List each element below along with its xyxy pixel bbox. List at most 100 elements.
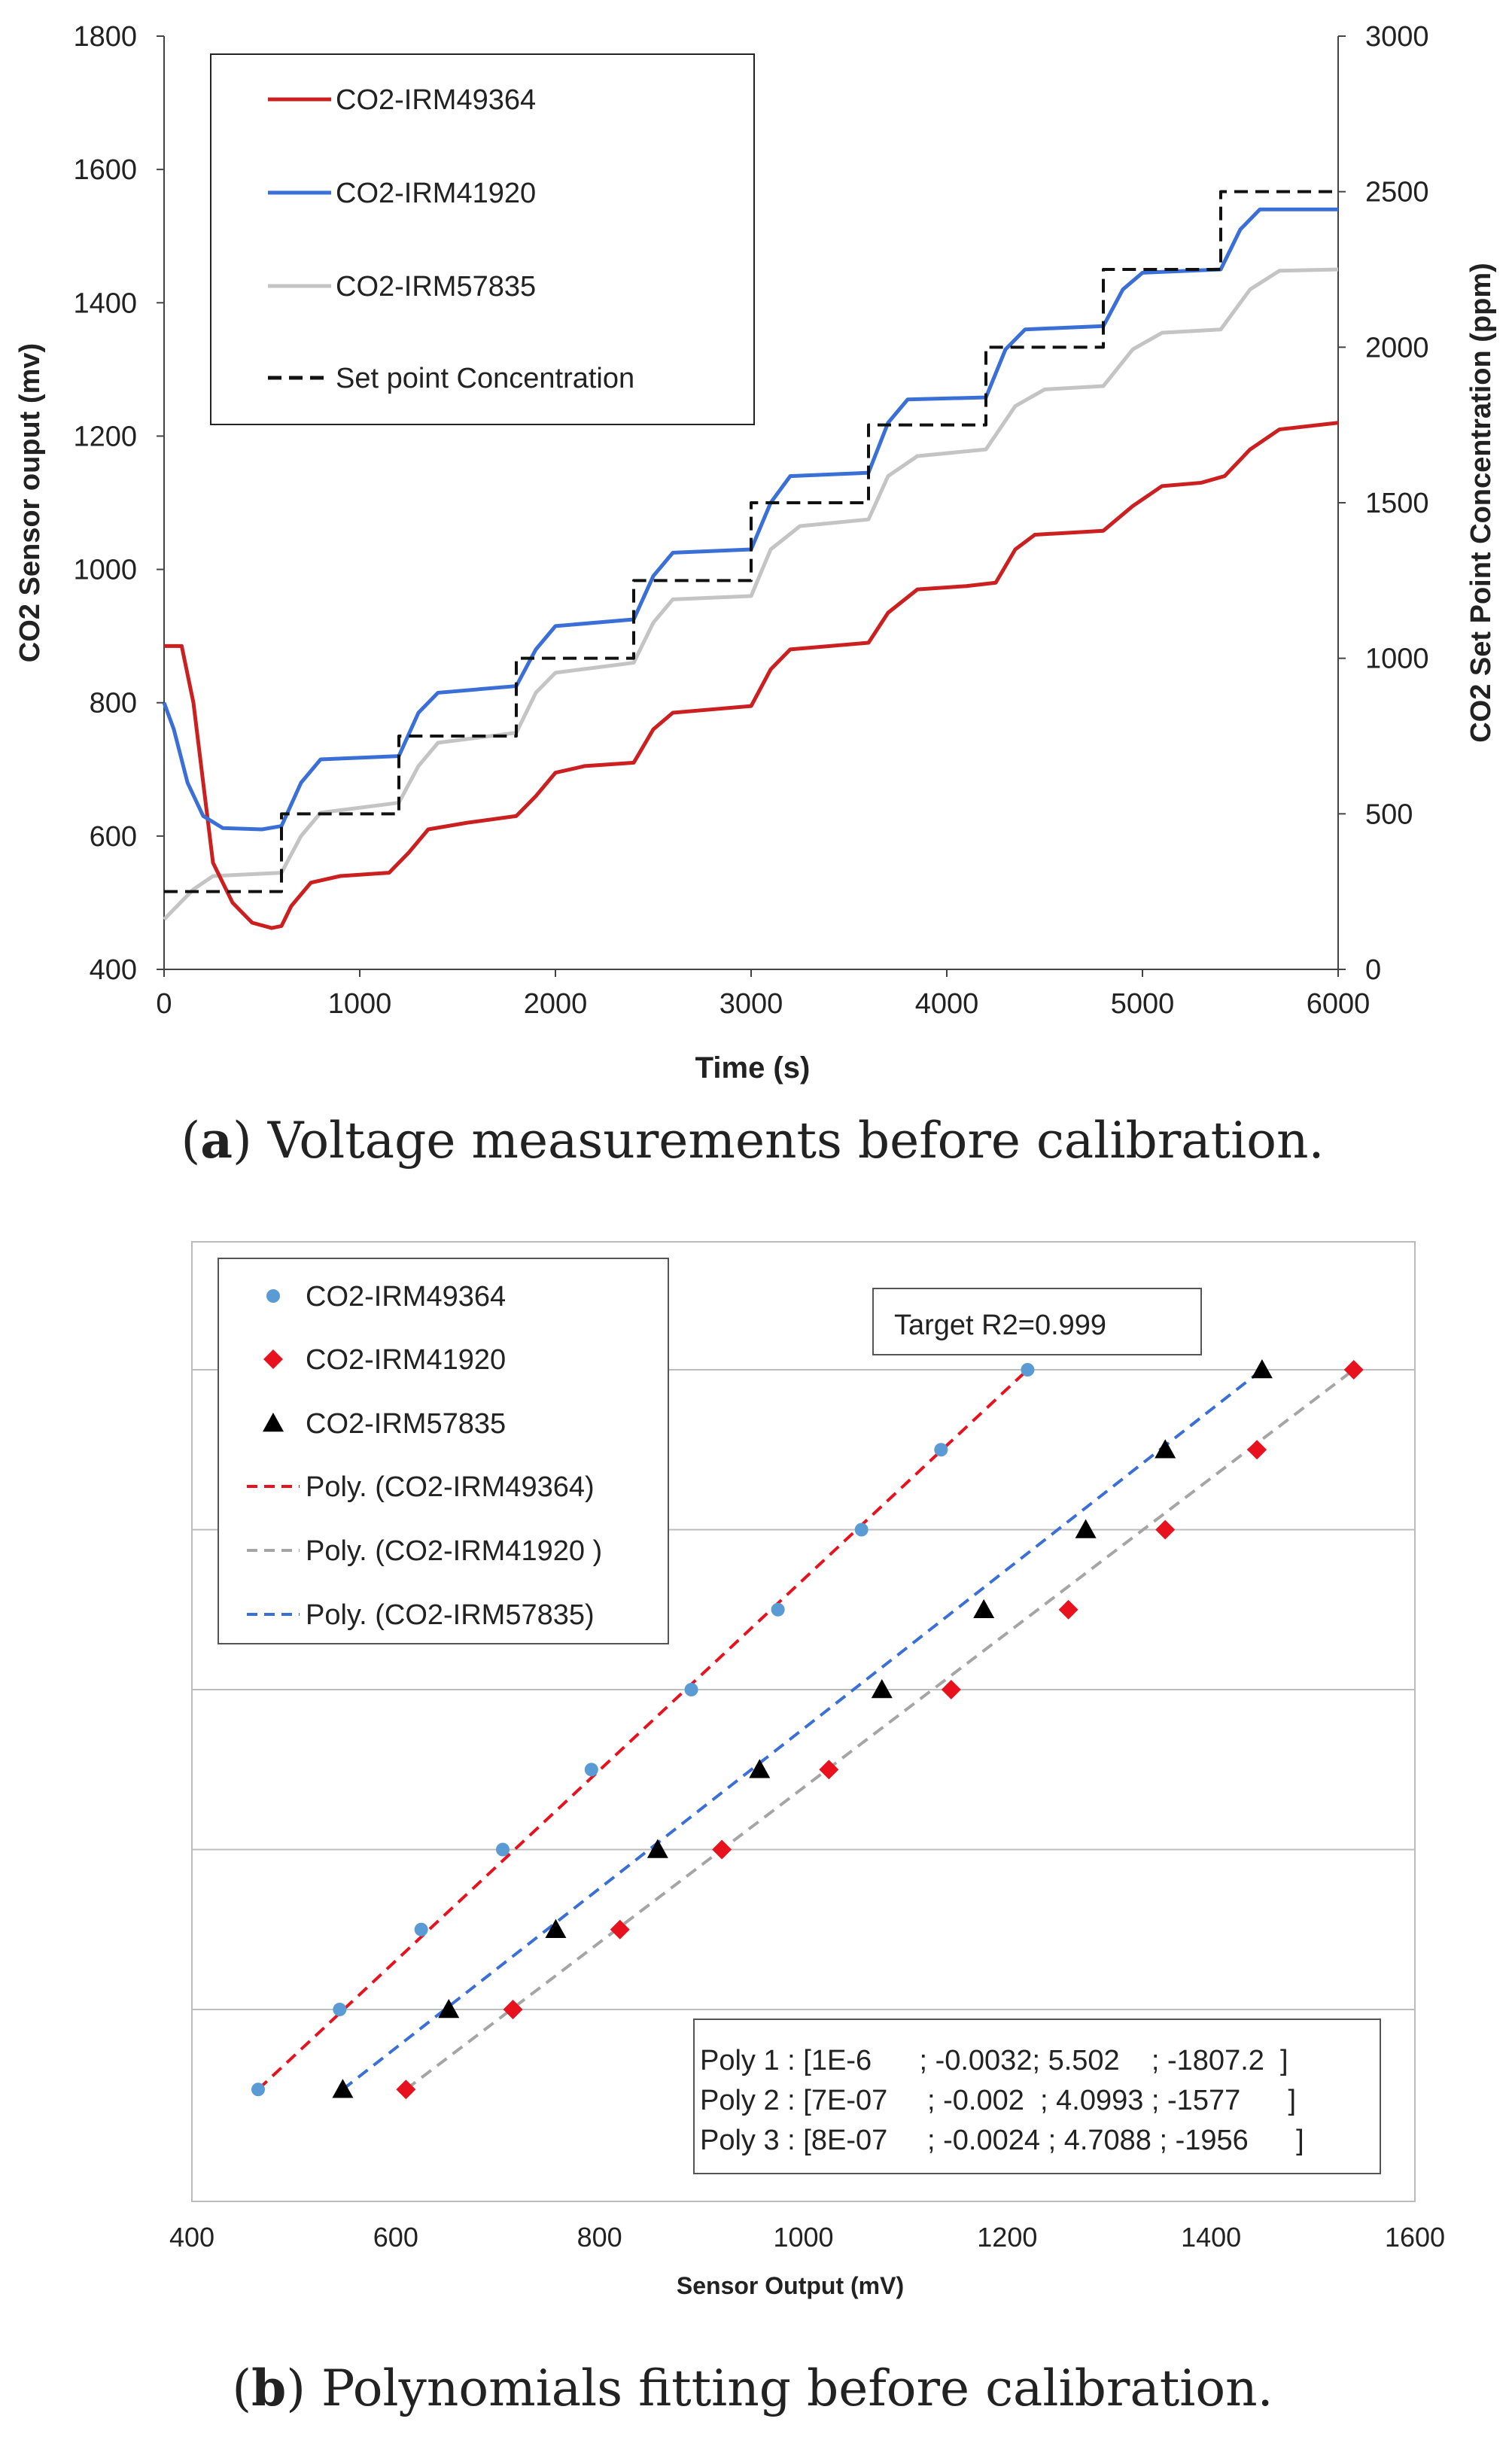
y-tick-label-a: 1800 xyxy=(73,21,137,53)
x-tick-label-a: 3000 xyxy=(719,988,783,1020)
x-tick-label-a: 1000 xyxy=(328,988,392,1020)
axes-a: 0 1000 2000 3000 4000 5000 6000400600800100012… xyxy=(73,21,1428,1020)
marker-co2-irm41920 xyxy=(712,1839,732,1860)
y2-tick-label-a: 2500 xyxy=(1365,177,1429,208)
legend-label-b-2: CO2-IRM57835 xyxy=(306,1408,506,1440)
marker-co2-irm57835 xyxy=(1155,1439,1176,1459)
y-tick-label-a: 800 xyxy=(90,688,137,720)
target-r2-box xyxy=(872,1288,1202,1355)
x-tick-label-a: 4000 xyxy=(915,988,979,1020)
marker-co2-irm49364 xyxy=(251,2082,266,2097)
y-tick-label-a: 1200 xyxy=(73,421,137,452)
marker-co2-irm49364 xyxy=(854,1523,869,1537)
marker-co2-irm57835 xyxy=(871,1679,893,1699)
panel-a-voltage-chart: 0 1000 2000 3000 4000 5000 6000400600800100012… xyxy=(14,21,1497,1170)
target-r2-label: Target R2=0.999 xyxy=(894,1310,1106,1341)
marker-co2-irm49364 xyxy=(584,1763,598,1777)
x-axis-label-b: Sensor Output (mV) xyxy=(677,2272,904,2299)
fit-lines-b xyxy=(257,1368,1355,2091)
legend-label-b-0: CO2-IRM49364 xyxy=(306,1281,506,1313)
marker-co2-irm57835 xyxy=(973,1599,995,1618)
legend-label-a-0: CO2-IRM49364 xyxy=(336,84,536,116)
marker-co2-irm41920 xyxy=(503,2000,523,2019)
marker-co2-irm41920 xyxy=(819,1760,839,1780)
marker-co2-irm57835 xyxy=(332,2079,354,2098)
x-tick-label-b: 1600 xyxy=(1385,2222,1445,2253)
series-line-co2-irm57835 xyxy=(163,267,1339,921)
marker-co2-irm49364 xyxy=(684,1683,698,1696)
marker-co2-irm41920 xyxy=(1155,1520,1176,1540)
legend-label-b-5: Poly. (CO2-IRM57835) xyxy=(306,1599,595,1631)
x-tick-label-a: 5000 xyxy=(1111,988,1175,1020)
x-tick-label-a: 6000 xyxy=(1307,988,1371,1020)
marker-co2-irm49364 xyxy=(1021,1363,1035,1377)
caption-b: (b) Polynomials fitting before calibrati… xyxy=(232,2359,1273,2417)
marker-co2-irm49364 xyxy=(414,1922,428,1936)
legend-marker-b-1 xyxy=(263,1349,283,1369)
fit-line-co2-irm41920 xyxy=(405,1368,1355,2091)
caption-a: (a) Voltage measurements before calibrat… xyxy=(181,1111,1325,1170)
x-axis-b: 400 600 800 1000 1200 1400 1600 xyxy=(169,2222,1445,2253)
marker-co2-irm57835 xyxy=(438,1999,460,2019)
marker-co2-irm41920 xyxy=(1058,1599,1078,1620)
y-tick-label-a: 400 xyxy=(90,954,137,986)
x-tick-label-a: 0 xyxy=(156,988,172,1020)
legend-marker-b-2 xyxy=(263,1413,284,1432)
x-tick-label-b: 600 xyxy=(373,2222,418,2253)
legend-label-b-4: Poly. (CO2-IRM41920 ) xyxy=(306,1535,602,1567)
y2-tick-label-a: 1500 xyxy=(1365,488,1429,519)
y-axis-label-a: CO2 Sensor ouput (mv) xyxy=(14,343,46,662)
x-tick-label-b: 800 xyxy=(577,2222,622,2253)
panel-b-polynomial-chart: 400 600 800 1000 1200 1400 1600 Sensor Output … xyxy=(169,1241,1445,2417)
poly-3-coefficients: Poly 3 : [8E-07 ; -0.0024 ; 4.7088 ; -19… xyxy=(700,2125,1304,2156)
y2-tick-label-a: 2000 xyxy=(1365,332,1429,364)
x-tick-label-b: 1400 xyxy=(1181,2222,1241,2253)
marker-co2-irm57835 xyxy=(749,1759,771,1778)
legend-marker-b-0 xyxy=(266,1289,280,1303)
marker-co2-irm49364 xyxy=(771,1602,785,1617)
poly-1-coefficients: Poly 1 : [1E-6 ; -0.0032; 5.502 ; -1807.… xyxy=(700,2045,1288,2076)
marker-co2-irm49364 xyxy=(496,1842,510,1857)
marker-co2-irm57835 xyxy=(545,1918,567,1938)
y-tick-label-a: 1400 xyxy=(73,287,137,319)
legend-label-a-2: CO2-IRM57835 xyxy=(336,271,536,303)
marker-co2-irm41920 xyxy=(610,1919,630,1939)
setpoint-step-line xyxy=(164,190,1338,893)
poly-2-coefficients: Poly 2 : [7E-07 ; -0.002 ; 4.0993 ; -157… xyxy=(700,2085,1296,2116)
series-line-co2-irm41920 xyxy=(162,207,1338,832)
marker-co2-irm57835 xyxy=(1075,1519,1097,1538)
series-line-co2-irm49364 xyxy=(164,421,1339,930)
y-tick-label-a: 600 xyxy=(90,821,137,853)
legend-label-b-3: Poly. (CO2-IRM49364) xyxy=(306,1471,595,1503)
legend-label-a-1: CO2-IRM41920 xyxy=(336,178,536,209)
x-tick-label-b: 1000 xyxy=(773,2222,833,2253)
marker-co2-irm41920 xyxy=(941,1680,961,1699)
x-tick-label-b: 1200 xyxy=(977,2222,1037,2253)
marker-co2-irm57835 xyxy=(646,1839,668,1858)
legend-label-b-1: CO2-IRM41920 xyxy=(306,1344,506,1376)
x-axis-label-a: Time (s) xyxy=(695,1051,811,1085)
y2-axis-label-a: CO2 Set Point Concentration (ppm) xyxy=(1465,263,1497,743)
y2-tick-label-a: 0 xyxy=(1365,954,1381,986)
y2-tick-label-a: 1000 xyxy=(1365,643,1429,675)
marker-co2-irm49364 xyxy=(333,2003,347,2016)
y2-tick-label-a: 3000 xyxy=(1365,21,1429,53)
x-tick-label-b: 400 xyxy=(169,2222,214,2253)
marker-co2-irm49364 xyxy=(934,1443,948,1457)
x-tick-label-a: 2000 xyxy=(524,988,588,1020)
marker-co2-irm57835 xyxy=(1251,1359,1273,1379)
y-tick-label-a: 1000 xyxy=(73,555,137,586)
marker-co2-irm41920 xyxy=(1343,1360,1364,1380)
poly-coefficients-box xyxy=(693,2019,1381,2174)
y2-tick-label-a: 500 xyxy=(1365,799,1413,830)
series-group-a xyxy=(162,190,1339,930)
y-tick-label-a: 1600 xyxy=(73,154,137,186)
legend-a: CO2-IRM49364 CO2-IRM41920 CO2-IRM57835 S… xyxy=(210,53,755,425)
legend-b: CO2-IRM49364 CO2-IRM41920 CO2-IRM57835 P… xyxy=(218,1258,669,1644)
marker-co2-irm41920 xyxy=(396,2079,416,2100)
legend-box-b xyxy=(218,1258,669,1644)
marker-co2-irm41920 xyxy=(1247,1440,1267,1460)
legend-label-a-3: Set point Concentration xyxy=(336,363,634,394)
markers-b xyxy=(251,1359,1364,2100)
